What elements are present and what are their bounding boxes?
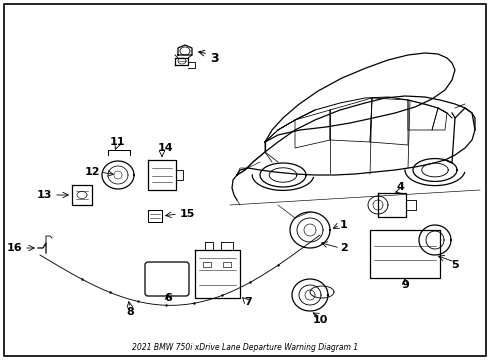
Text: 6: 6	[164, 293, 172, 303]
Text: 2021 BMW 750i xDrive Lane Departure Warning Diagram 1: 2021 BMW 750i xDrive Lane Departure Warn…	[132, 343, 358, 352]
Text: 2: 2	[340, 243, 348, 253]
Text: 15: 15	[180, 209, 196, 219]
Text: 3: 3	[210, 51, 219, 64]
Text: 7: 7	[244, 297, 252, 307]
Text: 5: 5	[451, 260, 459, 270]
Text: 11: 11	[110, 137, 125, 147]
Bar	[223, 262, 231, 267]
Text: 4: 4	[396, 182, 404, 192]
Text: 8: 8	[126, 307, 134, 317]
Text: 12: 12	[84, 167, 100, 177]
Text: 14: 14	[157, 143, 173, 153]
Text: 10: 10	[312, 315, 328, 325]
Text: 16: 16	[6, 243, 22, 253]
Bar	[370, 230, 440, 278]
Text: 1: 1	[340, 220, 348, 230]
Bar	[203, 262, 211, 267]
Text: 13: 13	[37, 190, 52, 200]
Text: 9: 9	[401, 280, 409, 290]
